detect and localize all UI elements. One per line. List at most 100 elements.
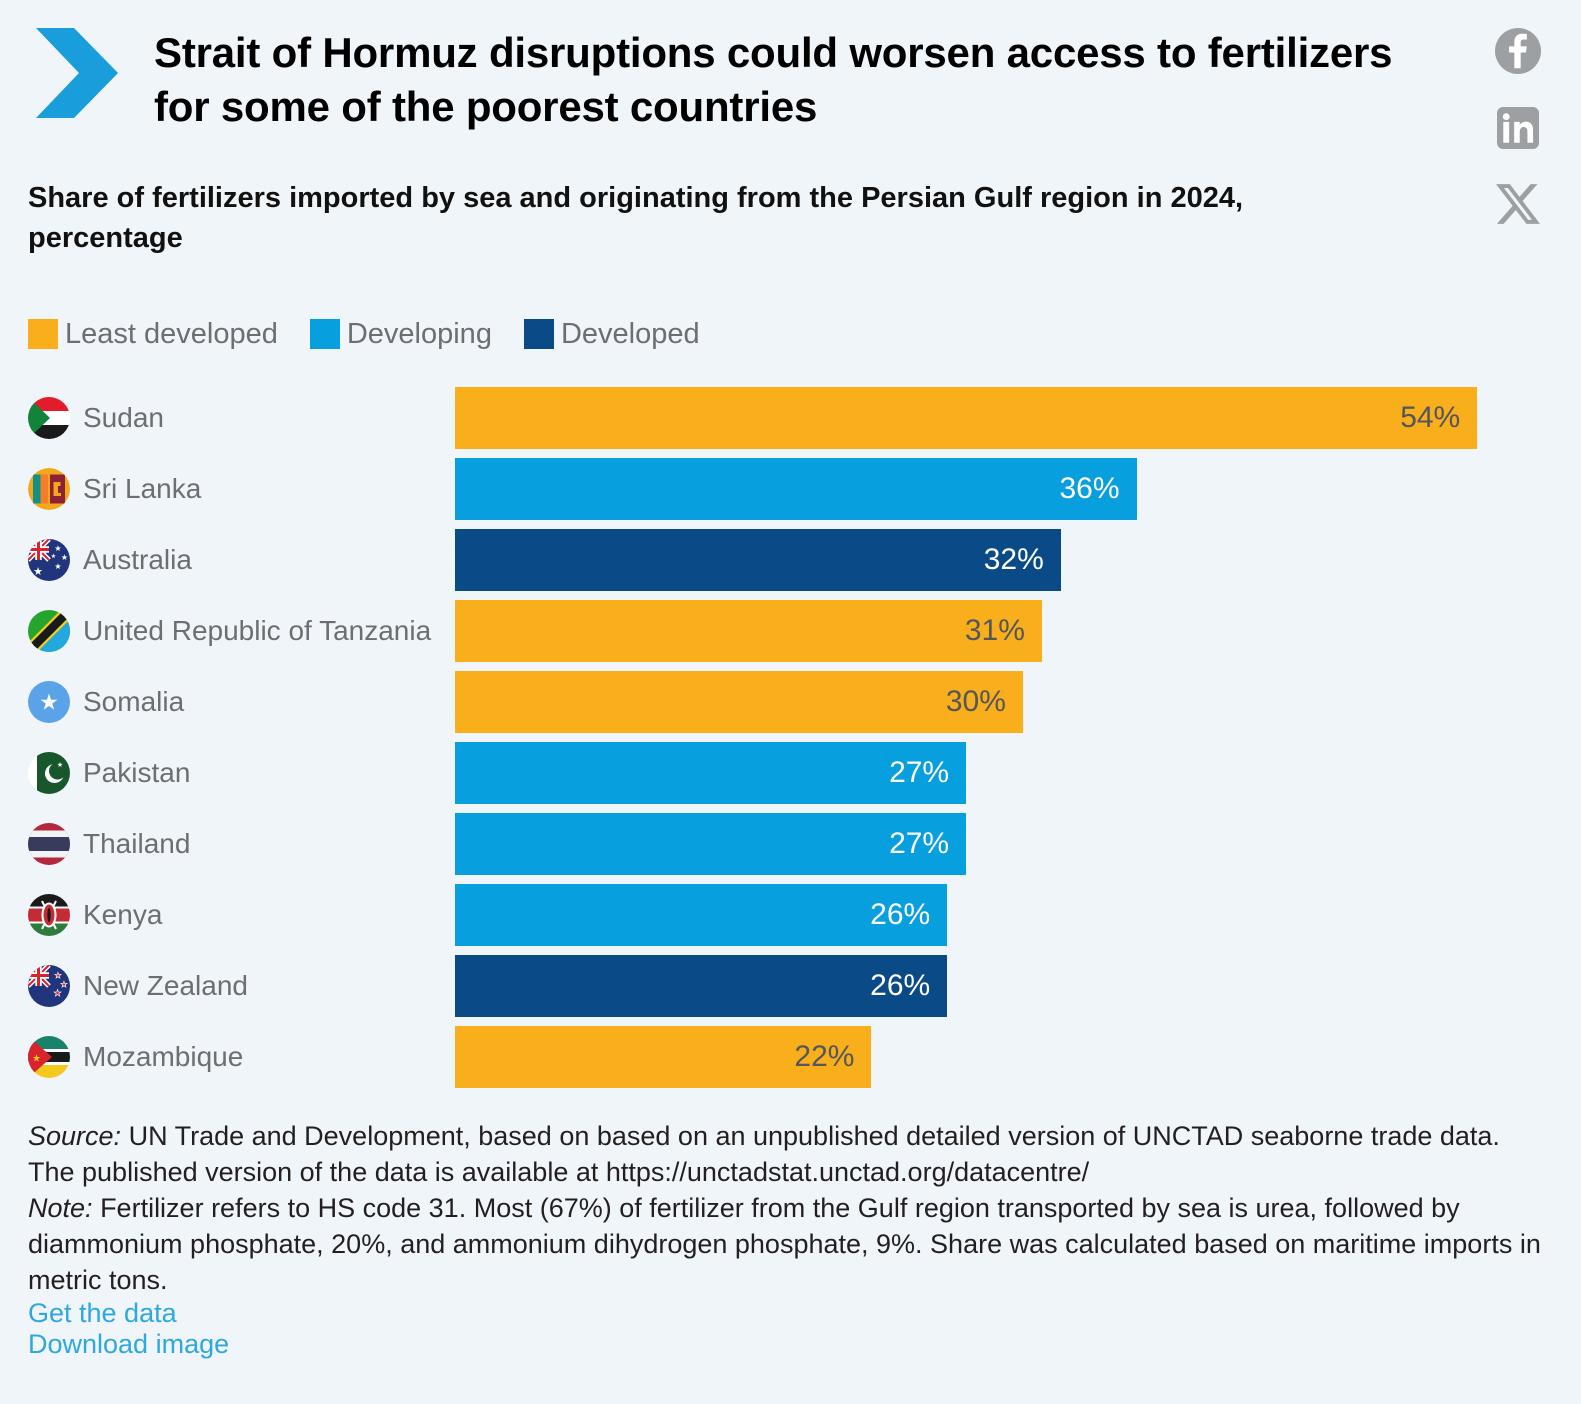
- country-label: Pakistan: [83, 756, 191, 788]
- row-label: ★ ★ ★ ★ ★ Australia: [28, 538, 455, 581]
- bar-track: 26%: [455, 954, 1553, 1017]
- svg-text:★: ★: [60, 980, 67, 989]
- bar-sri-lanka: 36%: [455, 457, 1137, 520]
- legend-label: Developing: [346, 317, 492, 350]
- svg-text:★: ★: [39, 690, 59, 715]
- bar-value-label: 22%: [794, 1039, 855, 1073]
- source-label: Source:: [28, 1120, 122, 1151]
- country-label: Sri Lanka: [83, 472, 202, 504]
- bar-track: 22%: [455, 1025, 1553, 1088]
- bar-track: 32%: [455, 528, 1553, 591]
- row-label: ★ Somalia: [28, 680, 455, 723]
- country-label: Somalia: [83, 685, 185, 717]
- row-label: Thailand: [28, 822, 455, 865]
- header: Strait of Hormuz disruptions could worse…: [28, 26, 1553, 224]
- legend-swatch: [523, 319, 554, 350]
- legend-swatch: [28, 319, 58, 350]
- legend-item-developed: Developed: [523, 318, 700, 351]
- chart-row: Kenya 26%: [28, 883, 1553, 946]
- svg-text:★: ★: [61, 553, 68, 562]
- bar-track: 54%: [455, 386, 1553, 449]
- country-label: Sudan: [83, 401, 164, 433]
- country-label: United Republic of Tanzania: [83, 614, 432, 646]
- bar-track: 26%: [455, 883, 1553, 946]
- bar-sudan: 54%: [455, 386, 1478, 449]
- source-note: Source: UN Trade and Development, based …: [28, 1118, 1553, 1190]
- bar-track: 27%: [455, 741, 1553, 804]
- legend-item-least-developed: Least developed: [28, 318, 278, 351]
- bar-thailand: 27%: [455, 812, 967, 875]
- footnote: Note: Fertilizer refers to HS code 31. M…: [28, 1190, 1553, 1298]
- bar-value-label: 36%: [1059, 471, 1120, 505]
- chart-row: ★ Pakistan 27%: [28, 741, 1553, 804]
- svg-text:★: ★: [33, 565, 43, 578]
- bar-pakistan: 27%: [455, 741, 967, 804]
- kenya-flag-icon: [28, 893, 70, 936]
- bar-new-zealand: 26%: [455, 954, 948, 1017]
- facebook-icon[interactable]: [1495, 28, 1541, 74]
- chart-row: ★ ★ ★ ★ ★ Australia 32%: [28, 528, 1553, 591]
- bar-value-label: 30%: [945, 684, 1006, 718]
- chart-row: ★ ★ ★ New Zealand 26%: [28, 954, 1553, 1017]
- row-label: ★ Mozambique: [28, 1035, 455, 1078]
- australia-flag-icon: ★ ★ ★ ★ ★: [28, 538, 70, 581]
- bar-track: 31%: [455, 599, 1553, 662]
- footer: Source: UN Trade and Development, based …: [28, 1118, 1553, 1360]
- svg-text:★: ★: [54, 544, 61, 553]
- row-label: Kenya: [28, 893, 455, 936]
- bar-track: 30%: [455, 670, 1553, 733]
- chart-row: Sudan 54%: [28, 386, 1553, 449]
- svg-text:★: ★: [57, 761, 63, 769]
- legend-label: Least developed: [65, 317, 278, 350]
- chart-subtitle: Share of fertilizers imported by sea and…: [28, 181, 1244, 254]
- linkedin-icon[interactable]: [1497, 107, 1539, 149]
- chart-row: ★ Somalia 30%: [28, 670, 1553, 733]
- country-label: Australia: [83, 543, 192, 575]
- unctad-chevron-logo: [36, 28, 118, 123]
- row-label: Sri Lanka: [28, 467, 455, 510]
- note-text: Fertilizer refers to HS code 31. Most (6…: [28, 1192, 1541, 1295]
- sri-lanka-flag-icon: [28, 467, 70, 510]
- sudan-flag-icon: [28, 396, 70, 439]
- legend-item-developing: Developing: [309, 317, 492, 351]
- chart-row: ★ Mozambique 22%: [28, 1025, 1553, 1088]
- country-label: Kenya: [83, 898, 163, 930]
- row-label: ★ Pakistan: [28, 751, 455, 794]
- bar-kenya: 26%: [455, 883, 948, 946]
- social-share-bar: [1495, 28, 1541, 226]
- thailand-flag-icon: [28, 822, 70, 865]
- legend-swatch: [309, 319, 340, 350]
- tanzania-flag-icon: [28, 609, 70, 652]
- pakistan-flag-icon: ★: [28, 751, 70, 794]
- bar-track: 27%: [455, 812, 1553, 875]
- country-label: New Zealand: [83, 969, 248, 1001]
- svg-text:★: ★: [53, 989, 61, 999]
- x-icon[interactable]: [1496, 182, 1540, 226]
- source-text: UN Trade and Development, based on based…: [28, 1120, 1500, 1187]
- bar-track: 36%: [455, 457, 1553, 520]
- svg-text:★: ★: [54, 971, 61, 980]
- bar-united-republic-of-tanzania: 31%: [455, 599, 1042, 662]
- bar-value-label: 27%: [889, 826, 950, 860]
- svg-text:★: ★: [54, 562, 61, 571]
- somalia-flag-icon: ★: [28, 680, 70, 723]
- bar-mozambique: 22%: [455, 1025, 872, 1088]
- bar-value-label: 31%: [964, 613, 1025, 647]
- mozambique-flag-icon: ★: [28, 1035, 70, 1078]
- get-the-data-link[interactable]: Get the data: [28, 1297, 177, 1328]
- chart-row: Sri Lanka 36%: [28, 457, 1553, 520]
- country-label: Thailand: [83, 827, 191, 859]
- bar-value-label: 26%: [870, 968, 931, 1002]
- row-label: Sudan: [28, 396, 455, 439]
- chart-row: United Republic of Tanzania 31%: [28, 599, 1553, 662]
- row-label: United Republic of Tanzania: [28, 609, 455, 652]
- row-label: ★ ★ ★ New Zealand: [28, 964, 455, 1007]
- page-title: Strait of Hormuz disruptions could worse…: [154, 29, 1393, 130]
- bar-value-label: 54%: [1400, 400, 1461, 434]
- bar-value-label: 32%: [983, 542, 1044, 576]
- new-zealand-flag-icon: ★ ★ ★: [28, 964, 70, 1007]
- download-image-link[interactable]: Download image: [28, 1328, 230, 1359]
- bar-value-label: 27%: [889, 755, 950, 789]
- chart-row: Thailand 27%: [28, 812, 1553, 875]
